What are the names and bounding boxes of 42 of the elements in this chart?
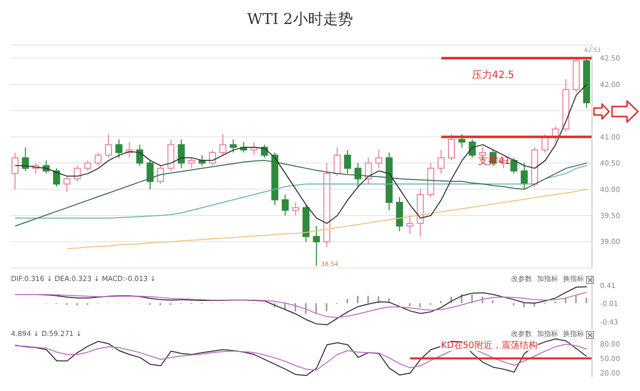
candlestick [364, 157, 372, 185]
candlestick [115, 138, 122, 158]
candlestick [74, 165, 81, 182]
candlestick [510, 157, 518, 174]
candlestick [63, 176, 70, 192]
candlestick [157, 165, 164, 185]
candlestick [312, 226, 320, 266]
candlestick [542, 134, 549, 154]
line-series [66, 188, 588, 250]
ref-line-label: 压力42.5 [472, 70, 514, 81]
candlestick [94, 152, 102, 166]
candlestick [178, 138, 185, 169]
candlestick [344, 149, 352, 174]
candlestick [12, 152, 18, 190]
candlestick [188, 157, 196, 169]
candlestick [468, 138, 476, 158]
candlestick [458, 134, 466, 148]
candlestick [396, 196, 404, 232]
candlestick [448, 134, 455, 161]
candlestick [282, 194, 289, 216]
candlestick [136, 144, 144, 166]
candlestick [354, 162, 362, 188]
candlestick [375, 149, 382, 169]
candlestick [53, 168, 60, 188]
candlestick [167, 138, 174, 172]
candlestick [520, 162, 528, 190]
candlestick [208, 149, 216, 166]
candlestick [146, 160, 154, 190]
candlestick [230, 138, 237, 154]
chart-title: WTI 2小时走势 [246, 10, 354, 29]
candlestick [22, 146, 29, 172]
annotation: KD在50附近，震荡结构 [440, 341, 538, 351]
line-series [14, 338, 588, 376]
candlestick [438, 149, 445, 174]
line-series [14, 165, 588, 219]
candlestick [105, 134, 112, 158]
candlestick [84, 160, 92, 172]
candlestick [406, 215, 414, 234]
candlestick [334, 146, 341, 177]
candlestick [292, 202, 300, 216]
candlestick [219, 134, 226, 156]
line-series [14, 292, 588, 318]
